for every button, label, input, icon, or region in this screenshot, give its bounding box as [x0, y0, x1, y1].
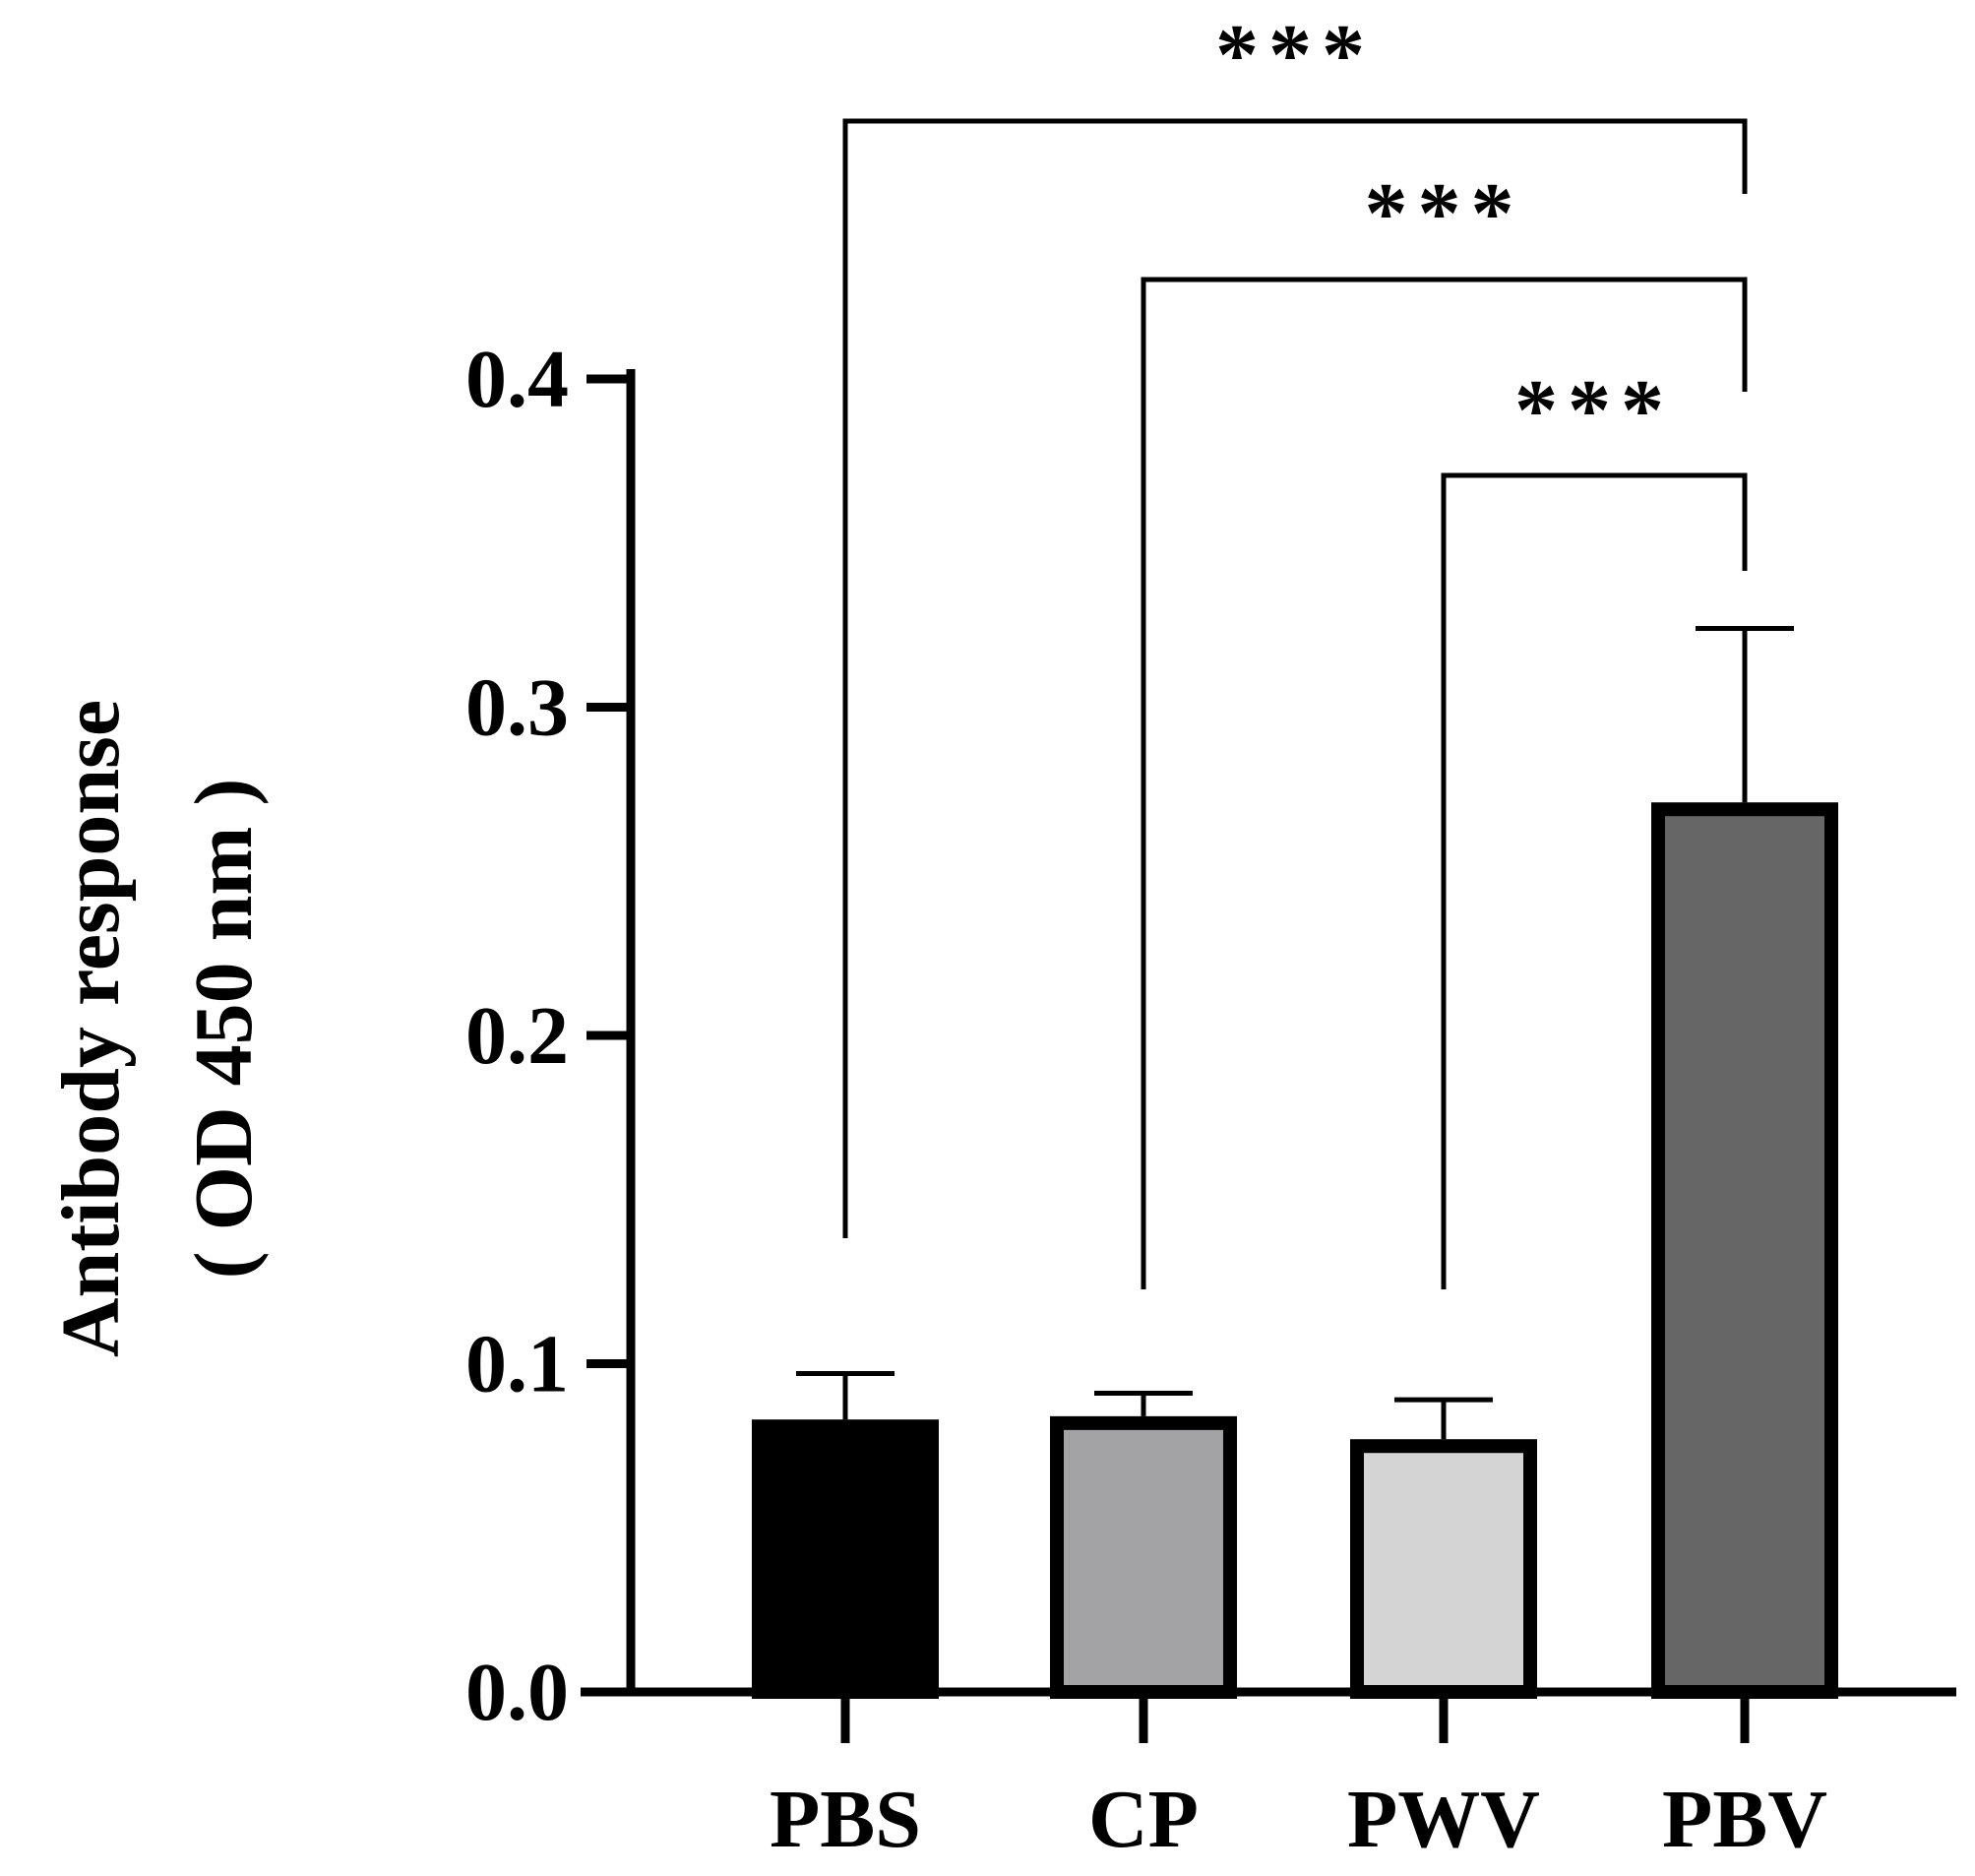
significance-bracket-pwv-pbv — [1441, 472, 1748, 1289]
x-tick-label-pwv: PWV — [1347, 1774, 1540, 1865]
bar-pbv — [1651, 802, 1838, 1699]
y-axis-label-line-2: ( OD 450 nm ) — [178, 779, 270, 1280]
y-tick-label: 0.3 — [465, 662, 569, 754]
bar-pwv — [1350, 1439, 1537, 1699]
significance-bracket-cp-pbv — [1141, 277, 1748, 1289]
bar-cp — [1050, 1415, 1237, 1699]
x-tick-label-pbs: PBS — [770, 1774, 921, 1865]
bar-pbs — [752, 1419, 939, 1699]
x-tick-label-cp: CP — [1088, 1774, 1199, 1865]
y-tick-label: 0.0 — [465, 1647, 569, 1738]
y-tick-label: 0.1 — [465, 1319, 569, 1410]
significance-bracket-pbs-pbv — [842, 118, 1748, 1238]
significance-label: *** — [1514, 363, 1674, 459]
y-tick-label: 0.4 — [465, 334, 569, 425]
y-axis-label-line-1: Antibody response — [45, 700, 137, 1357]
significance-label: *** — [1215, 8, 1375, 103]
significance-label: *** — [1365, 166, 1524, 262]
y-tick-label: 0.2 — [465, 990, 569, 1082]
x-tick-label-pbv: PBV — [1662, 1774, 1827, 1865]
